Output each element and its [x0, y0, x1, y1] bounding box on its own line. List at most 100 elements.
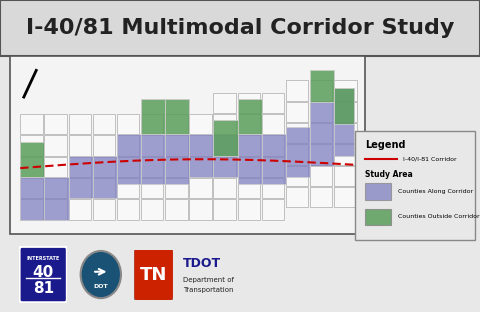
- Bar: [310, 102, 334, 166]
- Bar: [20, 114, 43, 134]
- Bar: [334, 187, 357, 207]
- Bar: [93, 156, 117, 198]
- Bar: [310, 144, 333, 165]
- Bar: [20, 177, 45, 220]
- Bar: [238, 99, 262, 134]
- Bar: [165, 199, 188, 220]
- Text: Department of: Department of: [183, 276, 234, 283]
- Bar: [45, 178, 67, 198]
- Bar: [20, 157, 43, 177]
- Bar: [310, 71, 334, 102]
- Bar: [117, 135, 139, 156]
- Bar: [365, 209, 391, 225]
- Bar: [286, 101, 308, 122]
- Text: I-40/81 Multimodal Corridor Study: I-40/81 Multimodal Corridor Study: [26, 18, 454, 38]
- Bar: [45, 135, 67, 156]
- Bar: [238, 93, 260, 113]
- Bar: [117, 134, 141, 184]
- Bar: [334, 80, 357, 100]
- Text: TDOT: TDOT: [183, 257, 221, 270]
- Bar: [262, 134, 286, 184]
- Bar: [286, 187, 308, 207]
- Text: I-40/I-81 Corridor: I-40/I-81 Corridor: [403, 157, 457, 162]
- Bar: [238, 157, 260, 177]
- Bar: [117, 199, 139, 220]
- Bar: [45, 157, 67, 177]
- Bar: [214, 199, 236, 220]
- Text: Study Area: Study Area: [365, 170, 412, 179]
- Text: TN: TN: [140, 266, 168, 284]
- Bar: [45, 177, 69, 220]
- Bar: [214, 178, 236, 198]
- Bar: [310, 80, 333, 100]
- Bar: [262, 157, 284, 177]
- Text: Counties Outside Corridor: Counties Outside Corridor: [398, 214, 480, 219]
- Bar: [262, 178, 284, 198]
- Text: 40: 40: [33, 265, 54, 280]
- Bar: [69, 114, 91, 134]
- Bar: [165, 178, 188, 198]
- Bar: [310, 166, 333, 186]
- Text: DOT: DOT: [94, 285, 108, 290]
- Bar: [189, 199, 212, 220]
- Bar: [214, 120, 238, 156]
- Bar: [141, 114, 163, 134]
- Bar: [262, 199, 284, 220]
- Bar: [117, 178, 139, 198]
- Bar: [69, 156, 93, 198]
- Bar: [93, 157, 115, 177]
- Bar: [334, 144, 357, 165]
- Bar: [165, 134, 189, 184]
- Bar: [117, 157, 139, 177]
- Bar: [262, 135, 284, 156]
- Bar: [69, 199, 91, 220]
- Bar: [165, 114, 188, 134]
- Bar: [262, 114, 284, 134]
- Bar: [214, 135, 236, 156]
- Bar: [214, 157, 236, 177]
- Bar: [334, 88, 354, 156]
- Bar: [165, 99, 189, 134]
- FancyBboxPatch shape: [19, 246, 67, 303]
- Bar: [93, 199, 115, 220]
- Bar: [165, 135, 188, 156]
- Bar: [141, 134, 165, 184]
- Text: INTERSTATE: INTERSTATE: [26, 256, 60, 261]
- Bar: [334, 166, 357, 186]
- Bar: [365, 183, 391, 200]
- Text: 81: 81: [33, 280, 54, 295]
- Bar: [69, 178, 91, 198]
- Bar: [141, 178, 163, 198]
- Bar: [69, 135, 91, 156]
- Bar: [189, 135, 212, 156]
- Text: Counties Along Corridor: Counties Along Corridor: [398, 189, 474, 194]
- Bar: [189, 114, 212, 134]
- Bar: [141, 199, 163, 220]
- Bar: [141, 157, 163, 177]
- Bar: [286, 144, 308, 165]
- Bar: [238, 178, 260, 198]
- Bar: [93, 114, 115, 134]
- Bar: [45, 199, 67, 220]
- Bar: [238, 199, 260, 220]
- Bar: [286, 123, 308, 143]
- Circle shape: [81, 251, 121, 298]
- Bar: [93, 178, 115, 198]
- Bar: [20, 199, 43, 220]
- Bar: [141, 99, 165, 134]
- Bar: [20, 178, 43, 198]
- Bar: [238, 134, 262, 184]
- Bar: [93, 135, 115, 156]
- Bar: [20, 142, 45, 177]
- Bar: [117, 114, 139, 134]
- Bar: [189, 157, 212, 177]
- Bar: [334, 88, 354, 124]
- Bar: [310, 187, 333, 207]
- Bar: [238, 135, 260, 156]
- Bar: [286, 166, 308, 186]
- Bar: [238, 114, 260, 134]
- Bar: [165, 157, 188, 177]
- Bar: [69, 157, 91, 177]
- Text: Transportation: Transportation: [183, 286, 234, 293]
- Bar: [286, 127, 310, 177]
